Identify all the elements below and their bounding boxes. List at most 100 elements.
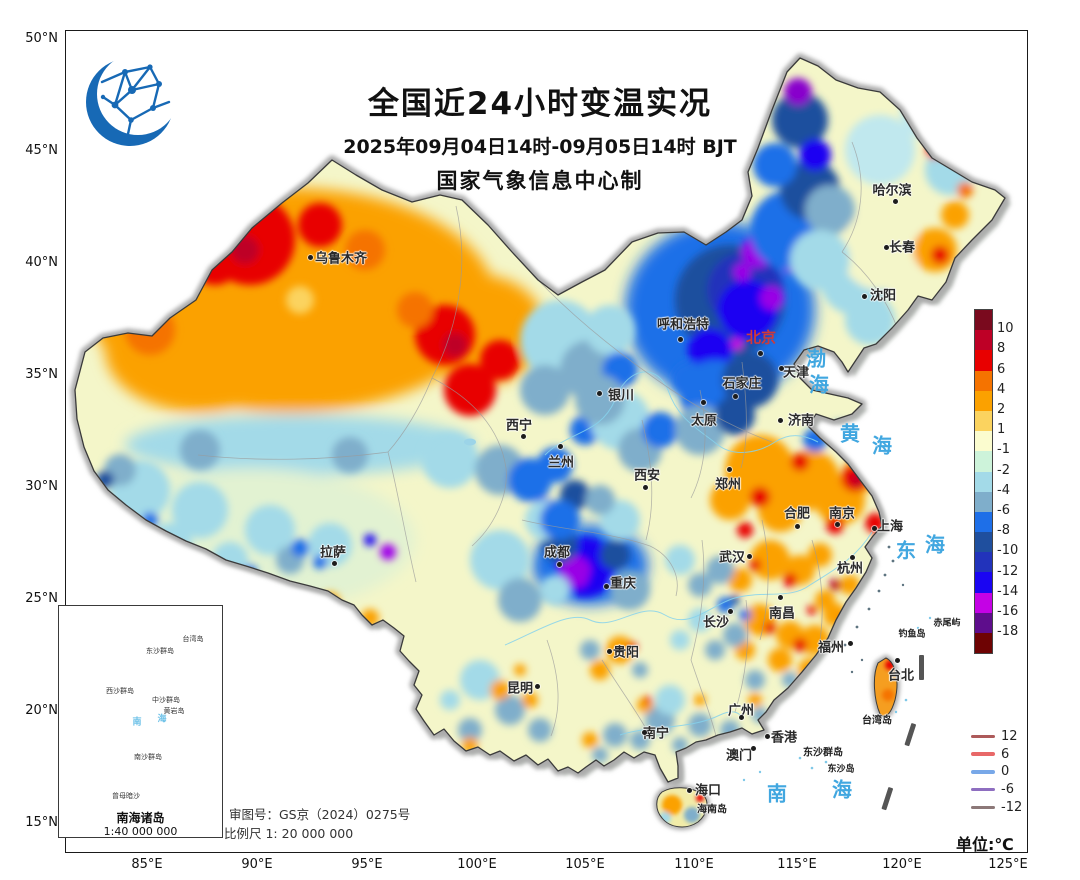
city-marker <box>331 560 337 566</box>
island-label: 赤尾屿 <box>933 618 961 629</box>
legend-band <box>975 491 992 512</box>
inset-south-china-sea-box <box>58 605 223 838</box>
island-label: 东沙岛 <box>827 764 855 775</box>
island-label: 台湾岛 <box>862 715 892 727</box>
lon-tick-label: 105°E <box>565 857 605 872</box>
dash-line-segments <box>881 655 924 811</box>
line-legend-label: 12 <box>1001 729 1018 744</box>
nmic-logo <box>86 53 179 146</box>
lat-tick-label: 35°N <box>25 367 58 382</box>
city-marker <box>794 523 800 529</box>
lat-tick-label: 15°N <box>25 815 58 830</box>
line-legend-label: -6 <box>1001 782 1014 798</box>
legend-tick-label: 6 <box>997 361 1006 377</box>
legend-tick-label: -6 <box>997 503 1010 518</box>
city-marker <box>834 521 840 527</box>
city-label: 成都 <box>543 545 571 561</box>
legend-band <box>975 451 992 472</box>
city-label: 武汉 <box>718 550 746 566</box>
qinghai-lake <box>464 438 476 446</box>
lon-tick-label: 85°E <box>131 857 163 872</box>
inset-feature-label: 中沙群岛 <box>152 696 180 704</box>
lat-tick-label: 25°N <box>25 591 58 606</box>
lon-tick-label: 95°E <box>351 857 383 872</box>
city-marker <box>677 336 683 342</box>
legend-tick-label: 1 <box>997 422 1006 438</box>
city-label: 长春 <box>888 240 916 256</box>
inset-sea-label: 海 <box>157 714 167 725</box>
legend-tick-label: -14 <box>997 583 1019 599</box>
map-approval-number: 审图号：GS京（2024）0275号 <box>229 807 411 822</box>
unit-label: 单位:℃ <box>956 835 1014 854</box>
city-marker <box>757 350 763 356</box>
legend-tick-label: -10 <box>997 543 1019 559</box>
title-block: 全国近24小时变温实况 2025年09月04日14时-09月05日14时 BJT… <box>300 78 780 195</box>
line-legend-item: 6 <box>971 747 1009 762</box>
city-marker <box>738 714 744 720</box>
map-frame <box>65 30 1028 853</box>
legend-band <box>975 431 992 452</box>
city-marker <box>520 433 526 439</box>
province-borders <box>197 141 899 737</box>
lat-tick-label: 20°N <box>25 703 58 718</box>
lon-tick-label: 110°E <box>674 857 714 872</box>
city-marker <box>777 594 783 600</box>
legend-band <box>975 390 992 411</box>
line-legend-label: -12 <box>1001 799 1023 815</box>
legend-tick-label: -4 <box>997 482 1010 498</box>
legend-tick-label: -2 <box>997 462 1010 478</box>
city-label: 南京 <box>828 506 856 522</box>
inset-feature-label: 西沙群岛 <box>106 687 134 695</box>
city-marker <box>686 787 692 793</box>
city-label: 海口 <box>694 783 722 799</box>
city-marker <box>557 443 563 449</box>
city-marker <box>847 640 853 646</box>
lat-tick-label: 50°N <box>25 31 58 46</box>
city-marker <box>732 393 738 399</box>
lon-tick-label: 120°E <box>882 857 922 872</box>
line-legend-item: 0 <box>971 764 1009 779</box>
city-label: 重庆 <box>609 576 637 592</box>
city-marker <box>603 583 609 589</box>
legend-tick-label: 10 <box>997 321 1014 337</box>
city-label: 郑州 <box>714 477 742 493</box>
city-label: 贵阳 <box>612 645 640 661</box>
city-label: 长沙 <box>702 615 730 631</box>
sea-label: 海 <box>872 433 892 458</box>
city-marker <box>750 745 756 751</box>
city-label: 香港 <box>770 730 798 746</box>
hainan-island <box>656 787 708 828</box>
line-legend-label: 0 <box>1001 764 1010 780</box>
city-marker <box>894 657 900 663</box>
inset-feature-label: 东沙群岛 <box>146 647 174 655</box>
city-label: 台北 <box>887 668 915 684</box>
city-label: 银川 <box>607 388 635 404</box>
island-label: 海南岛 <box>697 804 727 816</box>
city-label: 太原 <box>690 413 718 429</box>
inset-caption: 南海诸岛 <box>116 811 165 825</box>
city-marker <box>641 729 647 735</box>
page-title: 全国近24小时变温实况 <box>367 86 713 122</box>
inset-feature-label: 台湾岛 <box>182 635 204 643</box>
city-marker <box>778 365 784 371</box>
city-label: 天津 <box>782 365 810 381</box>
city-label: 拉萨 <box>319 545 347 561</box>
line-legend-item: -12 <box>971 800 1022 815</box>
sea-label: 渤 <box>806 346 826 371</box>
legend-band <box>975 612 992 633</box>
island-label: 钓鱼岛 <box>898 629 926 640</box>
city-label: 合肥 <box>783 506 811 522</box>
city-marker <box>849 554 855 560</box>
city-label: 福州 <box>817 640 845 656</box>
city-label: 石家庄 <box>722 376 762 392</box>
city-label: 西安 <box>633 468 661 484</box>
lat-tick-label: 30°N <box>25 479 58 494</box>
city-label: 哈尔滨 <box>872 183 912 199</box>
city-marker <box>861 293 867 299</box>
sea-label: 黄 <box>840 421 860 446</box>
city-label: 兰州 <box>547 455 575 471</box>
city-marker <box>892 198 898 204</box>
city-marker <box>596 390 602 396</box>
sea-label: 东 <box>896 538 916 563</box>
